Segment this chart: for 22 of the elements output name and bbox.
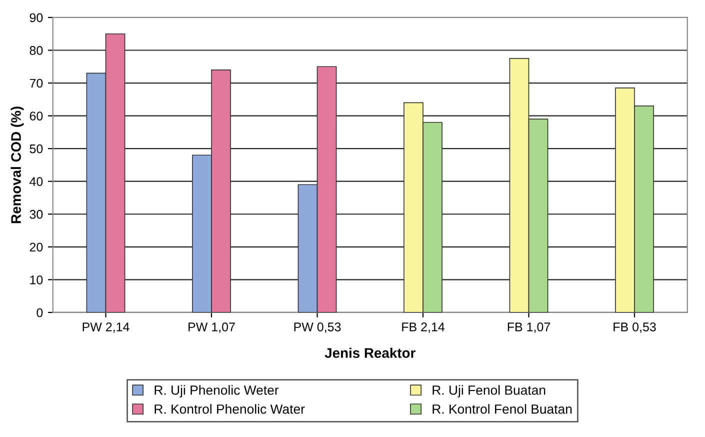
- y-tick-label: 40: [30, 177, 43, 186]
- y-axis-title: Removal COD (%): [10, 106, 24, 224]
- y-tick-label: 20: [30, 242, 43, 252]
- y-tick-label: 60: [30, 112, 43, 120]
- y-tick-label: 70: [30, 78, 43, 88]
- x-tick-label: FB 0,53: [614, 322, 656, 333]
- x-axis-title: Jenis Reaktor: [324, 348, 416, 358]
- legend-label: R. Uji Phenolic Weter: [154, 385, 279, 398]
- y-tick-label: 0: [36, 308, 43, 318]
- y-tick-label: 50: [30, 144, 43, 154]
- legend-label: R. Kontrol Fenol Buatan: [432, 404, 572, 414]
- legend-label: R. Kontrol Phenolic Water: [154, 404, 305, 414]
- x-tick-label: FB 2,14: [402, 322, 445, 333]
- y-tick-label: 10: [30, 275, 43, 284]
- x-tick-label: PW 1,07: [188, 322, 235, 333]
- x-tick-label: FB 1,07: [508, 322, 550, 333]
- x-tick-label: PW 2,14: [82, 322, 130, 333]
- y-tick-label: 30: [30, 210, 43, 219]
- y-tick-label: 90: [30, 13, 43, 22]
- x-tick-label: PW 0,53: [294, 322, 341, 333]
- y-tick-label: 80: [30, 46, 43, 55]
- legend-label: R. Uji Fenol Buatan: [432, 385, 546, 398]
